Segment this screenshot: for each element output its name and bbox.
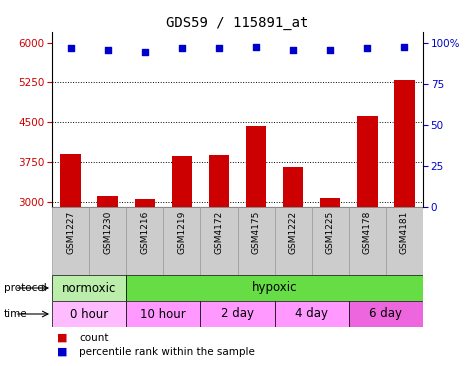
Text: GSM4172: GSM4172 [214,210,224,254]
Text: GSM1225: GSM1225 [326,210,335,254]
Bar [126,301,200,327]
Text: hypoxic: hypoxic [252,281,297,295]
Text: time: time [4,309,27,319]
Bar [349,207,386,275]
Bar [238,207,275,275]
Bar [200,207,238,275]
Point [215,45,223,51]
Point [326,47,334,53]
Point [178,45,186,51]
Bar [275,301,349,327]
Bar [52,207,89,275]
Point [289,47,297,53]
Text: percentile rank within the sample: percentile rank within the sample [79,347,255,357]
Bar [89,207,126,275]
Text: GSM1222: GSM1222 [289,210,298,254]
Bar [172,156,192,361]
Text: 0 hour: 0 hour [70,307,108,321]
Point [141,49,148,55]
Bar [283,167,303,361]
Bar [52,275,126,301]
Text: GSM1227: GSM1227 [66,210,75,254]
Point [364,45,371,51]
Text: GSM1230: GSM1230 [103,210,112,254]
Point [104,47,112,53]
Bar [349,301,423,327]
Bar [246,126,266,361]
Bar [275,207,312,275]
Point [252,44,260,50]
Text: GSM1216: GSM1216 [140,210,149,254]
Text: 6 day: 6 day [369,307,402,321]
Text: GSM4181: GSM4181 [400,210,409,254]
Bar [126,207,163,275]
Bar [98,196,118,361]
Text: 10 hour: 10 hour [140,307,186,321]
Point [401,44,408,50]
Text: GSM4178: GSM4178 [363,210,372,254]
Bar [394,80,415,361]
Bar [134,199,155,361]
Bar [52,301,126,327]
Text: ■: ■ [57,347,67,357]
Text: GSM1219: GSM1219 [177,210,186,254]
Title: GDS59 / 115891_at: GDS59 / 115891_at [166,16,309,30]
Bar [126,275,423,301]
Bar [163,207,200,275]
Bar [386,207,423,275]
Bar [320,198,340,361]
Text: 2 day: 2 day [221,307,254,321]
Bar [312,207,349,275]
Bar [200,301,275,327]
Bar [60,154,81,361]
Text: ■: ■ [57,333,67,343]
Text: protocol: protocol [4,283,46,293]
Text: normoxic: normoxic [62,281,116,295]
Text: GSM4175: GSM4175 [252,210,260,254]
Text: count: count [79,333,108,343]
Text: 4 day: 4 day [295,307,328,321]
Point [67,45,74,51]
Bar [357,116,378,361]
Bar [209,154,229,361]
